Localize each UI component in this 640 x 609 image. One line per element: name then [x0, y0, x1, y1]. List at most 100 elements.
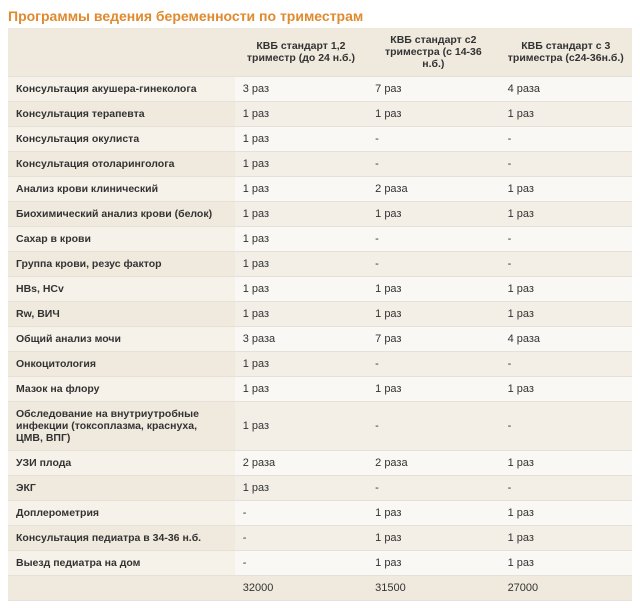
- row-label: Консультация отоларинголога: [8, 152, 235, 177]
- row-label: Анализ крови клинический: [8, 177, 235, 202]
- col-header-1: КВБ стандарт 1,2 триместр (до 24 н.б.): [235, 28, 367, 77]
- cell: 1 раз: [367, 302, 499, 327]
- cell: -: [500, 476, 632, 501]
- cell: -: [367, 127, 499, 152]
- cell: 1 раз: [367, 277, 499, 302]
- cell: 7 раз: [367, 77, 499, 102]
- cell: 1 раз: [235, 476, 367, 501]
- col-header-2: КВБ стандарт с2 триместра (с 14-36 н.б.): [367, 28, 499, 77]
- cell: 1 раз: [500, 501, 632, 526]
- row-label: Выезд педиатра на дом: [8, 551, 235, 576]
- row-label: Консультация акушера-гинеколога: [8, 77, 235, 102]
- cell: 3 раза: [235, 327, 367, 352]
- cell: -: [500, 402, 632, 451]
- cell: 1 раз: [235, 102, 367, 127]
- row-label: Консультация педиатра в 34-36 н.б.: [8, 526, 235, 551]
- cell: 4 раза: [500, 327, 632, 352]
- total-2: 31500: [367, 576, 499, 601]
- row-label: Биохимический анализ крови (белок): [8, 202, 235, 227]
- table-row: Консультация педиатра в 34-36 н.б.-1 раз…: [8, 526, 632, 551]
- cell: 1 раз: [367, 202, 499, 227]
- cell: 1 раз: [367, 377, 499, 402]
- cell: 2 раза: [235, 451, 367, 476]
- table-row: Анализ крови клинический1 раз2 раза1 раз: [8, 177, 632, 202]
- table-header-row: КВБ стандарт 1,2 триместр (до 24 н.б.) К…: [8, 28, 632, 77]
- cell: 1 раз: [500, 302, 632, 327]
- cell: 1 раз: [235, 252, 367, 277]
- cell: 2 раза: [367, 177, 499, 202]
- cell: 1 раз: [235, 227, 367, 252]
- total-1: 32000: [235, 576, 367, 601]
- table-row: Выезд педиатра на дом-1 раз1 раз: [8, 551, 632, 576]
- cell: 3 раз: [235, 77, 367, 102]
- cell: -: [500, 352, 632, 377]
- table-row: Онкоцитология1 раз--: [8, 352, 632, 377]
- table-row: Rw, ВИЧ1 раз1 раз1 раз: [8, 302, 632, 327]
- row-label: УЗИ плода: [8, 451, 235, 476]
- cell: -: [500, 252, 632, 277]
- totals-label: [8, 576, 235, 601]
- cell: 1 раз: [367, 526, 499, 551]
- cell: 1 раз: [367, 551, 499, 576]
- row-label: Онкоцитология: [8, 352, 235, 377]
- col-header-3: КВБ стандарт с 3 триместра (с24-36н.б.): [500, 28, 632, 77]
- row-label: Обследование на внутриутробные инфекции …: [8, 402, 235, 451]
- table-row: Обследование на внутриутробные инфекции …: [8, 402, 632, 451]
- total-3: 27000: [500, 576, 632, 601]
- row-label: ЭКГ: [8, 476, 235, 501]
- table-row: Общий анализ мочи3 раза7 раз4 раза: [8, 327, 632, 352]
- cell: -: [235, 526, 367, 551]
- table-row: Биохимический анализ крови (белок)1 раз1…: [8, 202, 632, 227]
- cell: 1 раз: [235, 302, 367, 327]
- cell: 4 раза: [500, 77, 632, 102]
- cell: -: [235, 551, 367, 576]
- table-row: Консультация отоларинголога1 раз--: [8, 152, 632, 177]
- table-row: Сахар в крови1 раз--: [8, 227, 632, 252]
- cell: -: [367, 152, 499, 177]
- table-row: Консультация окулиста1 раз--: [8, 127, 632, 152]
- table-row: Консультация акушера-гинеколога3 раз7 ра…: [8, 77, 632, 102]
- cell: 1 раз: [500, 526, 632, 551]
- row-label: Консультация окулиста: [8, 127, 235, 152]
- cell: 1 раз: [500, 277, 632, 302]
- row-label: Общий анализ мочи: [8, 327, 235, 352]
- row-label: Мазок на флору: [8, 377, 235, 402]
- cell: 1 раз: [235, 402, 367, 451]
- row-label: Консультация терапевта: [8, 102, 235, 127]
- cell: 1 раз: [367, 102, 499, 127]
- cell: -: [500, 227, 632, 252]
- cell: 1 раз: [235, 377, 367, 402]
- cell: 2 раза: [367, 451, 499, 476]
- cell: 1 раз: [235, 152, 367, 177]
- cell: -: [367, 252, 499, 277]
- cell: 1 раз: [500, 551, 632, 576]
- cell: 1 раз: [235, 177, 367, 202]
- table-row: Группа крови, резус фактор1 раз--: [8, 252, 632, 277]
- cell: -: [367, 352, 499, 377]
- programs-table: КВБ стандарт 1,2 триместр (до 24 н.б.) К…: [8, 28, 632, 601]
- page-title: Программы ведения беременности по тримес…: [8, 8, 632, 24]
- cell: 1 раз: [500, 377, 632, 402]
- table-row: Доплерометрия-1 раз1 раз: [8, 501, 632, 526]
- cell: 1 раз: [500, 102, 632, 127]
- col-header-name: [8, 28, 235, 77]
- cell: -: [235, 501, 367, 526]
- totals-row: 32000 31500 27000: [8, 576, 632, 601]
- table-row: Консультация терапевта1 раз1 раз1 раз: [8, 102, 632, 127]
- table-row: HBs, HCv1 раз1 раз1 раз: [8, 277, 632, 302]
- cell: 1 раз: [235, 202, 367, 227]
- row-label: Группа крови, резус фактор: [8, 252, 235, 277]
- row-label: Доплерометрия: [8, 501, 235, 526]
- table-row: Мазок на флору1 раз1 раз1 раз: [8, 377, 632, 402]
- cell: 1 раз: [500, 451, 632, 476]
- cell: 1 раз: [367, 501, 499, 526]
- table-row: УЗИ плода2 раза2 раза1 раз: [8, 451, 632, 476]
- cell: 7 раз: [367, 327, 499, 352]
- row-label: HBs, HCv: [8, 277, 235, 302]
- table-row: ЭКГ1 раз--: [8, 476, 632, 501]
- cell: -: [367, 227, 499, 252]
- cell: 1 раз: [235, 127, 367, 152]
- cell: 1 раз: [500, 202, 632, 227]
- row-label: Сахар в крови: [8, 227, 235, 252]
- cell: -: [500, 152, 632, 177]
